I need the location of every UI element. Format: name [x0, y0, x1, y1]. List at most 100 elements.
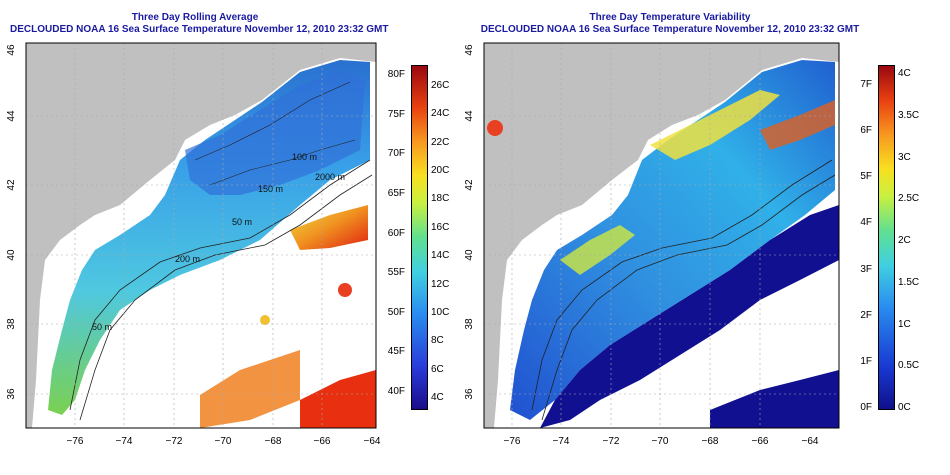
left-colorbar-c-label: 6C — [431, 363, 444, 375]
left-contour-label-3: 2000 m — [315, 172, 345, 182]
right-colorbar-c-label: 3.5C — [898, 109, 920, 121]
right-lat-tick: 44 — [464, 110, 475, 122]
left-contour-label-4: 50 m — [232, 217, 252, 227]
right-lat-tick: 40 — [464, 249, 475, 261]
right-colorbar-f-label: 5F — [860, 171, 872, 183]
right-high-var — [650, 90, 780, 160]
left-colorbar-c-label: 22C — [431, 136, 450, 148]
left-contour-label-5: 200 m — [175, 254, 200, 264]
left-colorbar-f-label: 55F — [387, 267, 405, 279]
left-contour-label-2: 150 m — [258, 184, 283, 194]
left-contour-label-1: 100 m — [292, 152, 317, 162]
left-title-line1: Three Day Rolling Average — [131, 12, 259, 23]
left-colorbar-f-label: 65F — [387, 187, 405, 199]
right-lon-tick: −64 — [802, 436, 819, 447]
left-colorbar-c-label: 24C — [431, 108, 450, 120]
right-colorbar-c-label: 3C — [898, 151, 911, 163]
right-title-line1: Three Day Temperature Variability — [589, 12, 751, 23]
left-lon-tick: −70 — [215, 436, 232, 447]
left-lon-tick: −64 — [364, 436, 381, 447]
right-lat-tick: 46 — [464, 44, 475, 56]
left-colorbar-c-label: 18C — [431, 193, 450, 205]
right-lat-tick: 42 — [464, 179, 475, 191]
left-colorbar-f-label: 50F — [387, 306, 405, 318]
left-contour-label-6: 50 m — [92, 322, 112, 332]
right-map: −76 −74 −72 −70 −68 −66 −64 46 44 42 40 … — [464, 42, 840, 447]
right-colorbar-f-label: 1F — [860, 355, 872, 367]
left-lat-tick: 46 — [6, 44, 17, 56]
right-land — [484, 43, 839, 428]
right-colorbar-c-label: 0C — [898, 402, 911, 413]
right-var-field — [510, 60, 835, 420]
left-colorbar-f-label: 80F — [387, 69, 405, 80]
left-lon-tick: −68 — [265, 436, 282, 447]
left-warm-patch-mid — [200, 350, 300, 428]
left-contour-line-4 — [209, 139, 356, 186]
left-contour-line-3 — [194, 81, 351, 161]
left-contour-line-2 — [79, 174, 373, 421]
right-title-line2: DECLOUDED NOAA 16 Sea Surface Temperatur… — [480, 24, 860, 35]
right-colorbar-c-label: 1C — [898, 318, 911, 330]
right-colorbar-c-label: 4C — [898, 68, 911, 79]
right-colorbar-c-label: 2C — [898, 235, 911, 246]
left-lon-tick: −66 — [314, 436, 331, 447]
right-grid — [484, 43, 839, 428]
left-colorbar-f-label: 75F — [387, 108, 405, 120]
left-colorbar-c-label: 10C — [431, 306, 450, 318]
right-contour-line-2 — [541, 174, 836, 421]
right-deep-blue — [540, 205, 839, 428]
right-lon-tick: −74 — [553, 436, 570, 447]
left-lon-tick: −76 — [67, 436, 84, 447]
left-grid — [26, 43, 376, 428]
right-lon-tick: −72 — [603, 436, 620, 447]
left-land — [26, 43, 376, 428]
left-lat-tick: 38 — [6, 318, 17, 330]
left-contour-line — [69, 159, 371, 411]
right-contour-line — [531, 159, 833, 411]
left-colorbar-c-label: 8C — [431, 335, 444, 347]
left-lon-tick: −72 — [166, 436, 183, 447]
left-colorbar-c-label: 26C — [431, 80, 450, 91]
left-lon-tick: −74 — [116, 436, 133, 447]
right-hot-dot — [487, 120, 503, 136]
right-lon-tick: −76 — [504, 436, 521, 447]
left-colorbar-f-label: 40F — [387, 386, 405, 397]
right-lon-tick: −68 — [702, 436, 719, 447]
right-colorbar-f-label: 3F — [860, 263, 872, 275]
left-warm-patch — [290, 205, 368, 250]
right-colorbar-c-label: 0.5C — [898, 360, 920, 372]
left-lat-tick: 42 — [6, 179, 17, 191]
left-warm-dot-1 — [338, 283, 352, 297]
right-lat-tick: 38 — [464, 318, 475, 330]
left-colorbar-f-label: 60F — [387, 227, 405, 239]
left-colorbar-c-label: 4C — [431, 392, 444, 403]
left-colorbar-f-label: 45F — [387, 346, 405, 358]
right-colorbar-f-label: 7F — [860, 79, 872, 90]
left-title-line2: DECLOUDED NOAA 16 Sea Surface Temperatur… — [10, 24, 389, 35]
left-colorbar-f-label: 70F — [387, 148, 405, 160]
right-lat-tick: 36 — [464, 388, 475, 400]
right-lon-tick: −66 — [752, 436, 769, 447]
right-colorbar-f-label: 0F — [860, 402, 872, 413]
right-colorbar-f-label: 6F — [860, 125, 872, 137]
right-deep-blue-se — [710, 370, 839, 428]
right-coast-yellow — [560, 225, 635, 275]
right-high-var-2 — [760, 100, 835, 150]
left-lat-tick: 36 — [6, 388, 17, 400]
right-colorbar — [878, 65, 895, 410]
left-title: Three Day Rolling Average DECLOUDED NOAA… — [10, 12, 389, 36]
left-lat-tick: 44 — [6, 110, 17, 122]
left-map: 100 m 150 m 2000 m 50 m 200 m 50 m −76 −… — [6, 42, 381, 447]
left-colorbar-c-label: 20C — [431, 165, 450, 177]
right-colorbar-c-label: 1.5C — [898, 276, 920, 288]
right-colorbar-f-label: 4F — [860, 217, 872, 229]
right-colorbar-f-label: 2F — [860, 309, 872, 321]
right-title: Three Day Temperature Variability DECLOU… — [470, 12, 870, 36]
left-colorbar-c-label: 12C — [431, 278, 450, 290]
left-colorbar-c-label: 14C — [431, 250, 450, 262]
left-warm-patch-se — [300, 370, 376, 428]
right-lon-tick: −70 — [652, 436, 669, 447]
left-deep-blue — [185, 70, 365, 195]
left-colorbar — [411, 65, 428, 410]
left-lat-tick: 40 — [6, 249, 17, 261]
